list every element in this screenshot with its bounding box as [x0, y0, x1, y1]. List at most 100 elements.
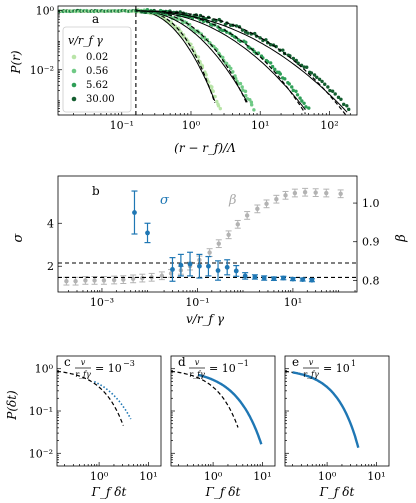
panel-b-ytick-right-label-1: 0.9 — [362, 236, 380, 249]
panel-a-series-1-point — [187, 22, 192, 27]
panel-b-sigma-point — [206, 263, 211, 269]
panel-e-plot — [285, 370, 360, 449]
panel-c-ytick-label-0: 10⁰ — [35, 363, 54, 376]
panel-a-xtick-label-3: 10² — [320, 119, 338, 132]
panel-a-xlabel: (r − r_f)/Λ — [174, 141, 236, 155]
panel-c-ytick-label-1: 10⁻¹ — [29, 405, 53, 418]
panel-e-annotation-den: r_fγ — [303, 370, 319, 379]
panel-b-beta-point — [292, 190, 298, 196]
panel-a-series-3-point — [312, 73, 317, 77]
panel-c-xtick-label-1: 10¹ — [139, 470, 157, 483]
panel-b-beta-point — [207, 250, 212, 255]
panel-c-xtick-label-0: 10⁰ — [90, 470, 109, 483]
panel-a-series-1-point — [249, 100, 254, 104]
panel-a-legend-label-2: 5.62 — [86, 80, 108, 91]
panel-e: e 10⁰ 10¹ v r_fγ = 10 1 Γ_f δt — [284, 355, 390, 499]
panel-b-sigma-point — [300, 277, 306, 282]
panel-a-series-3-point — [339, 97, 343, 101]
panel-b-frame — [57, 175, 358, 293]
panel-a-series-0-point — [206, 80, 211, 84]
panel-d-xlabel: Γ_f δt — [205, 485, 241, 499]
panel-b-beta-point — [216, 241, 221, 246]
panel-a-series-2-point — [295, 93, 300, 97]
panel-a-series-0-fit-solid — [135, 10, 216, 101]
panel-d-data-curve — [197, 373, 263, 445]
panel-a-series-1-point — [221, 55, 225, 60]
panel-a-series-1-point — [240, 85, 244, 89]
panel-b-ytick-right-label-0: 0.8 — [362, 274, 380, 287]
panel-b-sigma-point — [252, 274, 258, 280]
panel-a-series-3-point — [302, 65, 306, 69]
panel-a-series-3-point — [317, 77, 322, 81]
panel-a-series-1-point — [241, 88, 245, 92]
panel-a-legend: v/r_f γ 0.02 0.56 5.62 30.00 — [62, 26, 132, 113]
panel-b-beta-point — [302, 190, 308, 195]
panel-c-ylabel: P(δt) — [5, 390, 19, 421]
panel-a-series-1-point — [233, 74, 237, 78]
panel-a-series-3-fit-solid — [135, 10, 348, 113]
panel-a-legend-marker-0 — [71, 54, 77, 60]
panel-b-beta-point — [313, 190, 318, 195]
panel-d-annotation-exp: −1 — [237, 359, 249, 368]
panel-a-series-1-point — [249, 103, 254, 107]
panel-a-series-1-point — [234, 76, 238, 81]
panel-c-xlabel: Γ_f δt — [91, 485, 127, 499]
panel-e-annotation-exp: 1 — [351, 359, 356, 368]
panel-a-series-3-point — [328, 88, 332, 93]
panel-b-ylabel-right: β — [394, 234, 409, 243]
panel-b-beta-point — [255, 206, 260, 212]
panel-a-series-1-point — [248, 98, 252, 102]
panel-b-sigma-point — [309, 277, 315, 283]
panel-d-xtick-label-0: 10⁰ — [204, 470, 223, 483]
panel-a-series-3-point — [253, 31, 257, 36]
panel-a-series-2-point — [218, 27, 222, 32]
panel-b-sigma-point — [280, 275, 286, 281]
panel-a-series-3-point — [296, 61, 300, 65]
panel-a-series-2-point — [287, 82, 291, 86]
panel-a-series-1-point — [244, 93, 248, 98]
panel-a-series-3-point — [240, 28, 245, 32]
panel-a-series-2-point — [290, 85, 294, 89]
panel-b-label: b — [92, 184, 100, 198]
panel-c-plot — [57, 370, 132, 426]
panel-b-sigma-point — [271, 276, 277, 282]
panel-b-beta-point — [274, 197, 279, 202]
panel-a-series-2-point — [294, 89, 298, 93]
panel-a-label: a — [92, 12, 99, 26]
panel-c: c 10⁰ 10¹ 10⁰ 10⁻¹ 10⁻² v r_fγ = 10 −3 Γ_f δt P(δt… — [5, 355, 162, 499]
panel-a-series-0-point — [204, 73, 208, 77]
panel-b-beta-point — [226, 232, 231, 237]
panel-b-sigma-point — [197, 263, 202, 269]
panel-a-series-2-point — [300, 99, 304, 103]
panel-d-label: d — [178, 355, 186, 369]
panel-a-series-3-point — [345, 104, 349, 108]
panel-a-series-2-point — [304, 105, 308, 109]
panel-b-xlabel: v/r_f γ — [186, 312, 225, 326]
panel-a-series-1-point — [252, 108, 256, 112]
panel-a-series-1-fit-dashed — [135, 10, 248, 105]
panel-a-series-3-point — [309, 71, 314, 75]
panel-b-beta-point — [338, 191, 343, 196]
panel-b-beta-point — [73, 278, 78, 284]
panel-a-series-3-point — [330, 89, 335, 93]
panel-c-annotation-num: v — [81, 358, 86, 367]
panel-d-annotation-den: r_fγ — [189, 370, 205, 379]
panel-a-series-3-point — [336, 95, 341, 100]
panel-b-sigma-point — [290, 276, 296, 282]
panel-b-beta-point — [130, 276, 136, 282]
panel-b-beta-point — [111, 277, 117, 283]
panel-a-series-1-point — [229, 66, 233, 71]
panel-a-series-3-point — [264, 38, 268, 42]
panel-a-xtick-label-2: 10¹ — [251, 119, 269, 132]
panel-a-series-0-point — [213, 94, 217, 99]
panel-b-beta-point — [83, 278, 88, 283]
panel-d-annotation-value: = 10 — [209, 362, 236, 375]
panel-a-ytick-label-0: 10⁰ — [36, 4, 55, 17]
panel-a-plot — [58, 8, 351, 115]
panel-a-legend-marker-1 — [71, 68, 77, 74]
panel-a-series-3-point — [281, 48, 285, 52]
panel-a-series-2-point — [298, 96, 302, 100]
panel-a-series-2-point — [244, 40, 248, 45]
panel-a-legend-label-0: 0.02 — [86, 52, 108, 63]
